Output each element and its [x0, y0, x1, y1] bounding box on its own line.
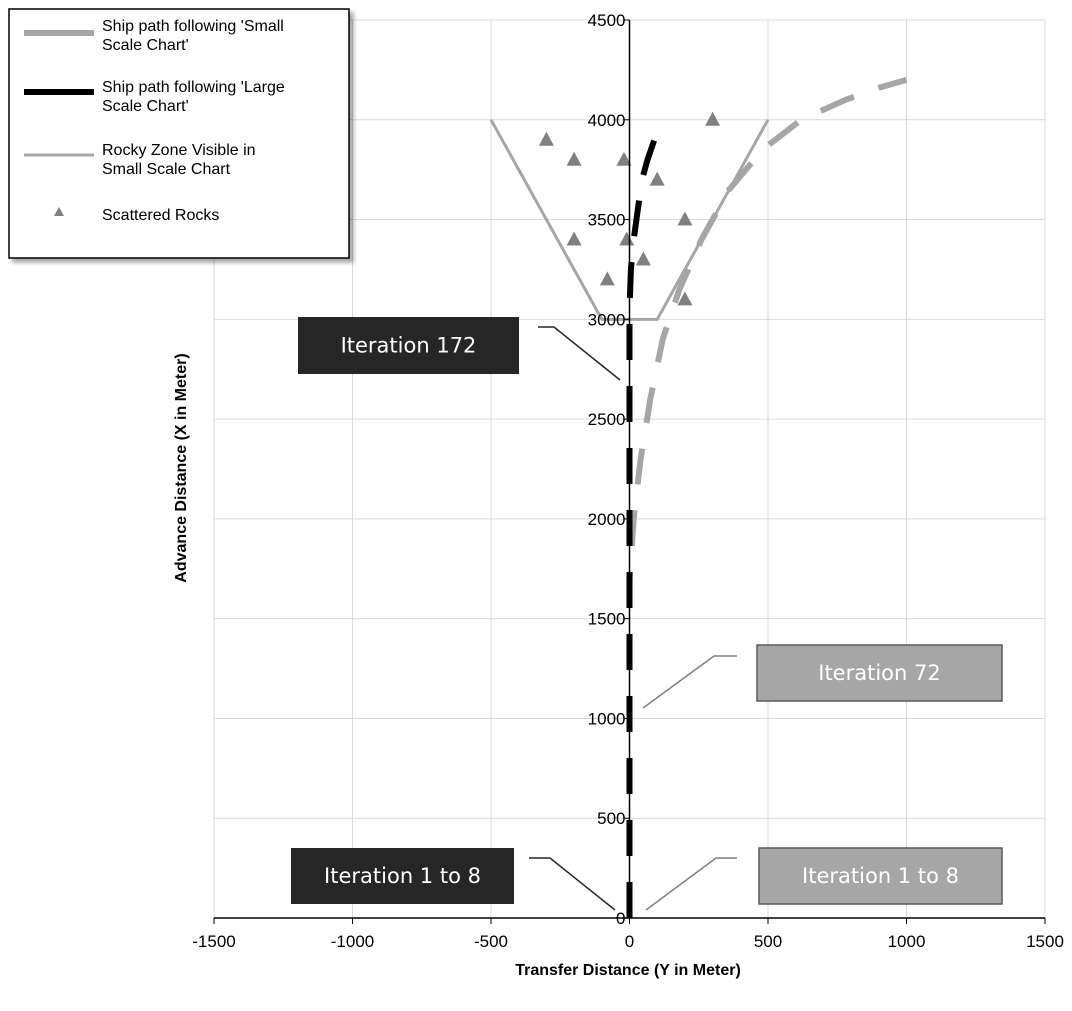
rock-marker — [619, 231, 635, 246]
callout-box — [291, 848, 514, 904]
y-tick-label: 1000 — [588, 709, 626, 728]
callout-label: Iteration 1 to 8 — [324, 864, 481, 888]
rock-marker — [566, 231, 582, 246]
y-tick-label: 2000 — [588, 510, 626, 529]
legend-swatch-scattered-rocks — [54, 207, 64, 216]
y-tick-label: 1500 — [588, 610, 626, 629]
rock-marker — [677, 211, 693, 226]
rock-marker — [599, 271, 615, 286]
x-tick-label: -1000 — [331, 932, 374, 951]
y-tick-label: 2500 — [588, 410, 626, 429]
x-tick-label: -500 — [474, 932, 508, 951]
callout-label: Iteration 72 — [818, 661, 940, 685]
y-tick-label: 3000 — [588, 310, 626, 329]
y-tick-label: 0 — [616, 909, 625, 928]
callout-box — [758, 847, 1003, 905]
legend-label-large-scale-path: Ship path following 'Large Scale Chart' — [102, 79, 285, 115]
rock-marker — [649, 171, 665, 186]
legend-label-scattered-rocks: Scattered Rocks — [102, 207, 219, 224]
callout-box — [756, 644, 1003, 702]
axes — [213, 19, 1046, 924]
rock-marker — [635, 251, 651, 266]
legend-label-small-scale-path: Ship path following 'Small Scale Chart' — [102, 18, 284, 54]
callout-label: Iteration 1 to 8 — [802, 864, 959, 888]
plot-series — [489, 77, 908, 918]
callout-leader — [645, 857, 737, 911]
x-tick-label: -1500 — [192, 932, 235, 951]
y-tick-label: 4000 — [588, 111, 626, 130]
y-tick-label: 4500 — [588, 11, 626, 30]
rock-marker — [616, 151, 632, 166]
x-tick-label: 0 — [625, 932, 634, 951]
callouts: Iteration 172 Iteration 72 Iteration 1 to … — [291, 317, 1003, 911]
x-tick-label: 1000 — [888, 932, 926, 951]
callout-box — [298, 317, 519, 374]
callout-leader — [538, 326, 621, 381]
rock-marker — [566, 151, 582, 166]
legend: Ship path following 'Small Scale Chart' S… — [8, 8, 350, 259]
rock-marker — [677, 291, 693, 306]
series-line-ship-path-following-small-scale-chart — [626, 77, 908, 918]
x-tick-label: 1500 — [1026, 932, 1064, 951]
rock-marker — [538, 131, 554, 146]
y-tick-label: 3500 — [588, 211, 626, 230]
callout-leader — [529, 857, 616, 911]
callout-label: Iteration 172 — [341, 334, 477, 358]
x-tick-label: 500 — [754, 932, 782, 951]
rock-marker — [705, 111, 721, 126]
y-tick-label: 500 — [597, 809, 625, 828]
y-axis-title: Advance Distance (X in Meter) — [173, 353, 190, 582]
x-axis-title: Transfer Distance (Y in Meter) — [515, 962, 741, 979]
callout-leader — [642, 655, 737, 709]
tick-labels: -1500 -1000 -500 0 500 1000 1500 0 500 1000 1500 20… — [192, 11, 1064, 951]
legend-label-rocky-zone: Rocky Zone Visible in Small Scale Chart — [102, 142, 256, 178]
legend-box — [8, 8, 350, 259]
